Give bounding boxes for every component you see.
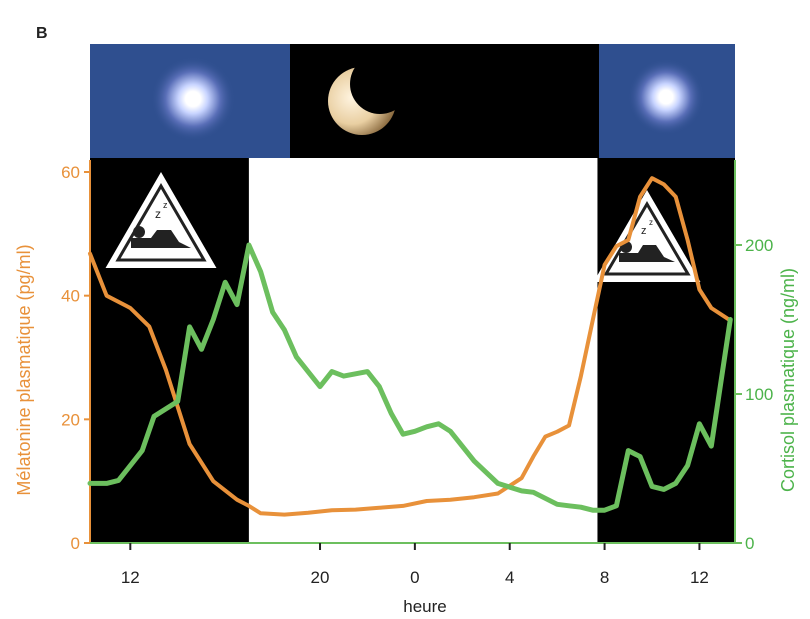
x-tick-label: 4	[505, 568, 514, 587]
y-left-ticks: 0 20 40 60	[61, 163, 90, 553]
svg-text:z: z	[163, 200, 168, 210]
y-axis-right-title: Cortisol plasmatique (ng/ml)	[778, 268, 798, 492]
x-tick-label: 0	[410, 568, 419, 587]
sleep-band-right	[597, 158, 735, 543]
panel-label: B	[36, 25, 48, 42]
melatonin-series-line	[88, 176, 733, 517]
svg-text:z: z	[649, 218, 653, 227]
x-tick-label: 12	[121, 568, 140, 587]
y-right-ticks: 0 100 200	[735, 236, 773, 553]
y-left-tick-label: 40	[61, 287, 80, 306]
y-right-tick-label: 100	[745, 385, 773, 404]
y-right-tick-label: 0	[745, 534, 754, 553]
y-axis-left-title: Mélatonine plasmatique (pg/ml)	[14, 244, 34, 495]
x-tick-label: 12	[690, 568, 709, 587]
x-axis-title: heure	[403, 597, 446, 616]
x-tick-label: 8	[600, 568, 609, 587]
x-ticks: 12 20 0 4 8 12	[121, 543, 709, 587]
cortisol-series-line	[87, 242, 733, 513]
y-right-tick-label: 200	[745, 236, 773, 255]
sky-banner	[90, 44, 735, 158]
sleep-sign-icon: z z	[105, 172, 217, 268]
y-left-tick-label: 0	[71, 534, 80, 553]
sun-icon	[151, 57, 235, 141]
x-tick-label: 20	[311, 568, 330, 587]
y-left-tick-label: 60	[61, 163, 80, 182]
sun-icon	[628, 59, 704, 135]
svg-text:z: z	[155, 207, 161, 221]
svg-text:z: z	[641, 225, 647, 237]
sleep-sign-icon: z z	[593, 190, 701, 282]
y-left-tick-label: 20	[61, 410, 80, 429]
moon-icon	[328, 54, 410, 135]
